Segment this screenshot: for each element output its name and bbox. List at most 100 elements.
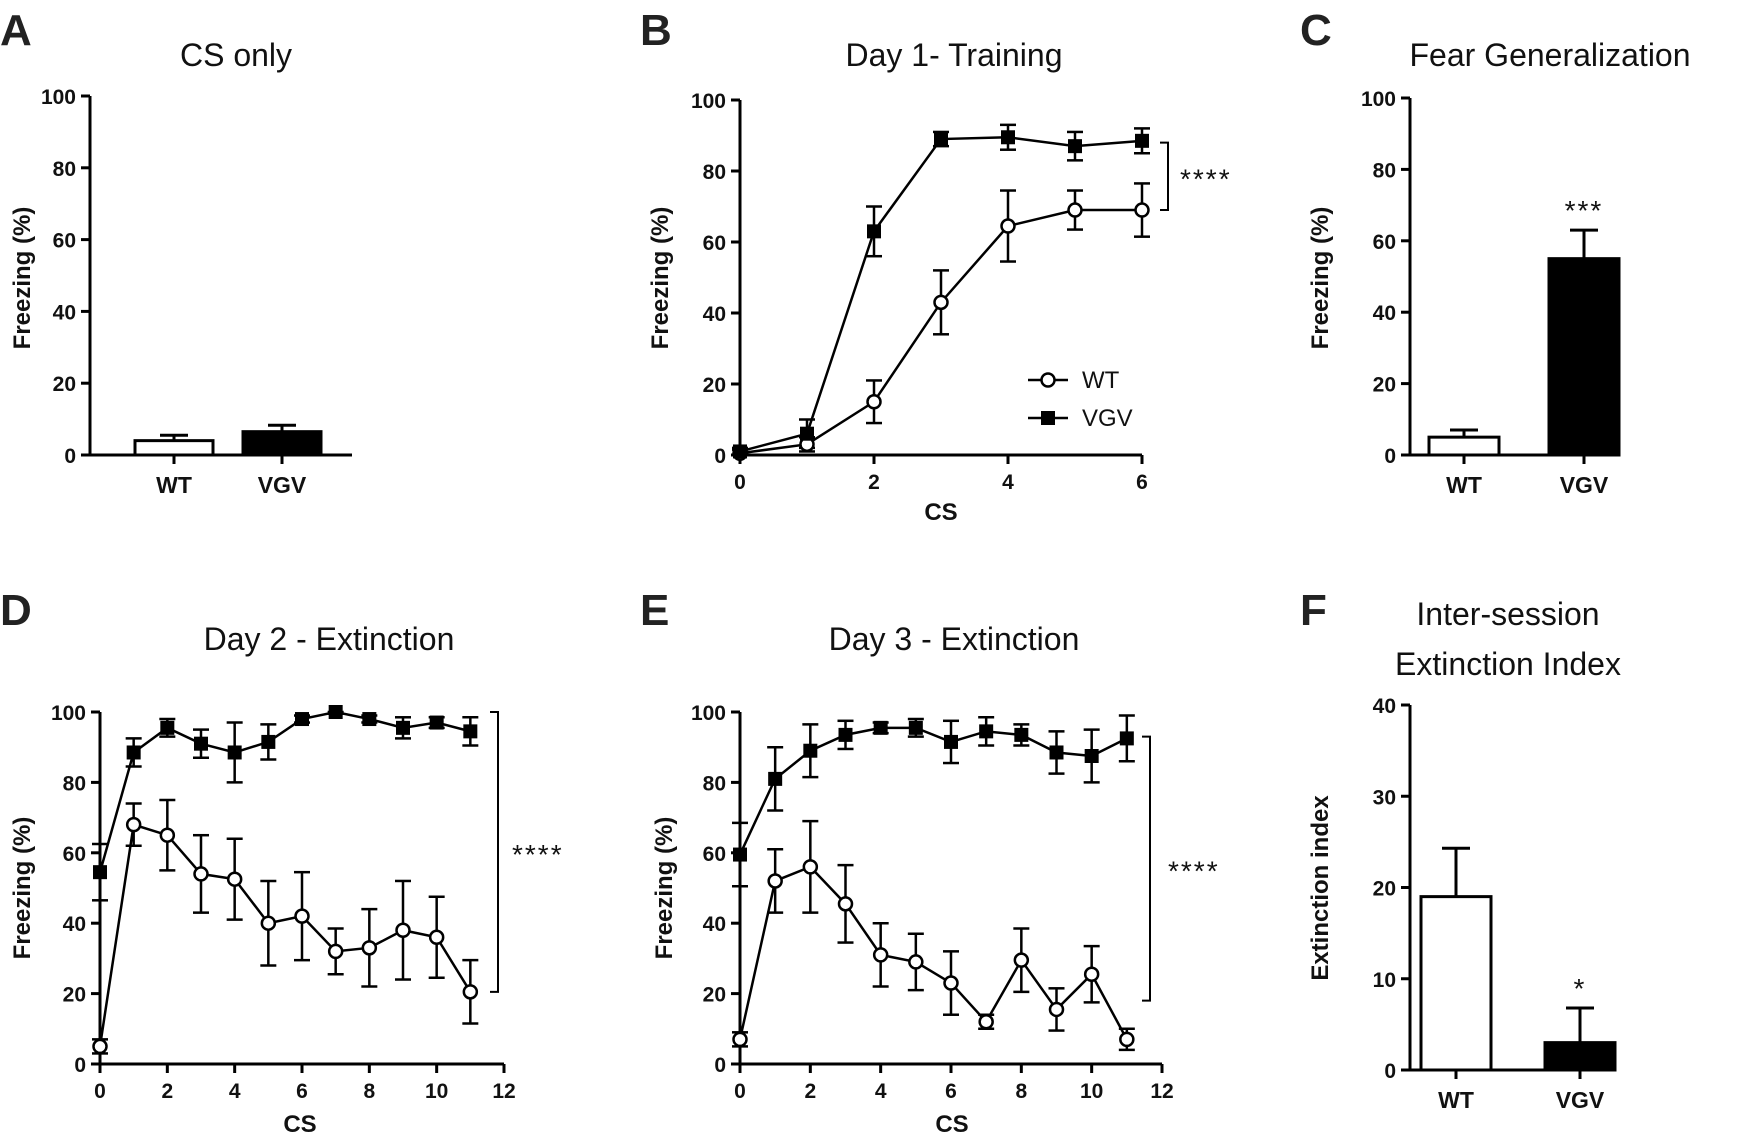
panel-f-label: F bbox=[1300, 586, 1327, 635]
panel-b-y-tick-label: 0 bbox=[714, 445, 726, 468]
panel-b-y-axis-label: Freezing (%) bbox=[647, 207, 674, 350]
panel-b-point-wt bbox=[933, 294, 949, 311]
panel-f-bar-vgv bbox=[1543, 1041, 1617, 1072]
panel-d-series-wt-line bbox=[98, 823, 472, 1047]
panel-e-y-axis-label: Freezing (%) bbox=[651, 817, 678, 960]
panel-e-point-wt bbox=[1119, 1031, 1135, 1048]
panel-a-category-label: WT bbox=[156, 472, 192, 498]
panel-e-point-wt bbox=[802, 859, 819, 875]
panel-b-title: Day 1- Training bbox=[846, 37, 1063, 73]
panel-d-point-wt bbox=[395, 922, 411, 938]
panel-d-x-tick-label: 4 bbox=[229, 1080, 241, 1103]
panel-d-point-wt bbox=[260, 915, 277, 931]
panel-a-category-label: VGV bbox=[258, 472, 307, 498]
panel-d-y-axis-label: Freezing (%) bbox=[9, 817, 36, 960]
panel-d-series-vgv-line bbox=[98, 710, 471, 873]
panel-b-y-tick-label: 60 bbox=[703, 232, 726, 255]
panel-c-y-tick-label: 80 bbox=[1373, 159, 1396, 182]
panel-f-y-axis-label: Extinction index bbox=[1307, 795, 1334, 981]
panel-e-point-wt bbox=[1013, 952, 1030, 968]
panel-d-y-tick-label: 20 bbox=[63, 984, 86, 1007]
panel-d-point-wt bbox=[226, 871, 243, 887]
panel-d-y-tick-label: 0 bbox=[74, 1054, 86, 1077]
panel-d-y-tick-label: 40 bbox=[63, 913, 86, 936]
panel-a-label: A bbox=[0, 6, 32, 55]
panel-e-point-wt bbox=[767, 873, 783, 889]
panel-f-category-label: WT bbox=[1438, 1087, 1474, 1113]
panel-e-x-tick-label: 0 bbox=[734, 1080, 746, 1103]
panel-c-category-label: VGV bbox=[1560, 472, 1609, 498]
panel-a-y-tick-label: 100 bbox=[41, 86, 76, 109]
panel-f-y-tick-label: 30 bbox=[1373, 786, 1396, 809]
panel-c-bar-vgv bbox=[1547, 257, 1621, 457]
panel-d-x-tick-label: 8 bbox=[363, 1080, 375, 1103]
panel-e-point-vgv bbox=[768, 771, 783, 786]
panel-e-point-wt bbox=[1048, 1001, 1065, 1018]
panel-b-point-wt bbox=[1000, 218, 1016, 234]
panel-d-y-tick-label: 100 bbox=[51, 702, 86, 725]
legend-marker-wt bbox=[1040, 372, 1056, 388]
panel-e-x-tick-label: 10 bbox=[1080, 1080, 1103, 1103]
panel-c-significance: *** bbox=[1565, 195, 1604, 226]
panel-f-category-label: VGV bbox=[1556, 1087, 1605, 1113]
legend-marker-vgv bbox=[1041, 411, 1055, 425]
panel-e-point-vgv bbox=[944, 734, 958, 749]
panel-e-point-wt bbox=[908, 954, 924, 970]
panel-d-point-wt bbox=[193, 866, 209, 882]
panel-f-y-tick-label: 40 bbox=[1373, 695, 1396, 718]
panel-d-x-axis-label: CS bbox=[283, 1111, 316, 1138]
panel-f-title-line: Inter-session bbox=[1416, 596, 1599, 632]
panel-b-x-axis-label: CS bbox=[924, 499, 957, 526]
panel-e-point-wt bbox=[732, 1031, 748, 1048]
panel-b-y-tick-label: 80 bbox=[703, 161, 726, 184]
legend-label-vgv: VGV bbox=[1082, 405, 1133, 432]
panel-e-x-axis-label: CS bbox=[935, 1111, 968, 1138]
panel-d-point-vgv bbox=[194, 736, 208, 751]
panel-a-y-tick-label: 60 bbox=[53, 230, 76, 253]
panel-b-point-vgv bbox=[800, 426, 814, 441]
panel-c-y-tick-label: 20 bbox=[1373, 374, 1396, 397]
panel-b-x-tick-label: 4 bbox=[1002, 471, 1014, 494]
panel-d-y-tick-label: 60 bbox=[63, 843, 86, 866]
panel-c-y-tick-label: 100 bbox=[1361, 88, 1396, 111]
panel-e-point-vgv bbox=[873, 720, 888, 735]
panel-f-title-line: Extinction Index bbox=[1395, 646, 1621, 682]
panel-d-point-vgv bbox=[227, 745, 242, 760]
panel-b-point-vgv bbox=[1135, 133, 1149, 148]
panel-e-point-vgv bbox=[1049, 745, 1064, 760]
panel-e-x-tick-label: 8 bbox=[1015, 1080, 1027, 1103]
panel-d-point-vgv bbox=[93, 865, 107, 880]
panel-e-x-tick-label: 4 bbox=[875, 1080, 887, 1103]
panel-d-x-tick-label: 6 bbox=[296, 1080, 308, 1103]
panel-d-point-vgv bbox=[396, 720, 410, 735]
panel-e-point-vgv bbox=[908, 720, 923, 735]
panel-c-y-tick-label: 40 bbox=[1373, 302, 1396, 325]
panel-d-point-vgv bbox=[160, 720, 175, 735]
panel-d-point-wt bbox=[159, 827, 176, 843]
panel-d-point-wt bbox=[462, 984, 479, 1000]
panel-d-y-tick-label: 80 bbox=[63, 772, 86, 795]
panel-e-y-tick-label: 20 bbox=[703, 984, 726, 1007]
panel-a-y-tick-label: 0 bbox=[64, 445, 76, 468]
panel-d-point-vgv bbox=[126, 745, 141, 760]
panel-d-point-vgv bbox=[295, 712, 309, 727]
panel-b-point-vgv bbox=[867, 224, 881, 239]
panel-d-label: D bbox=[0, 586, 32, 635]
panel-e-point-vgv bbox=[1014, 727, 1029, 742]
panel-f-y-tick-label: 20 bbox=[1373, 878, 1396, 901]
panel-d-point-wt bbox=[294, 908, 310, 924]
panel-e-point-vgv bbox=[838, 727, 853, 742]
panel-e-point-wt bbox=[1083, 966, 1100, 982]
panel-e-point-wt bbox=[837, 896, 854, 912]
panel-d-point-wt bbox=[361, 940, 378, 956]
panel-e-series-wt-line bbox=[738, 865, 1128, 1040]
panel-b-point-vgv bbox=[934, 132, 948, 147]
panel-d-title: Day 2 - Extinction bbox=[204, 621, 455, 657]
panel-b-significance: **** bbox=[1180, 163, 1232, 194]
panel-d-point-wt bbox=[327, 943, 344, 960]
panel-f-y-tick-label: 10 bbox=[1373, 969, 1396, 992]
panel-a-y-tick-label: 80 bbox=[53, 158, 76, 181]
panel-e-significance: **** bbox=[1168, 856, 1220, 887]
panel-b-y-tick-label: 20 bbox=[703, 374, 726, 397]
panel-b-point-vgv bbox=[733, 444, 747, 459]
